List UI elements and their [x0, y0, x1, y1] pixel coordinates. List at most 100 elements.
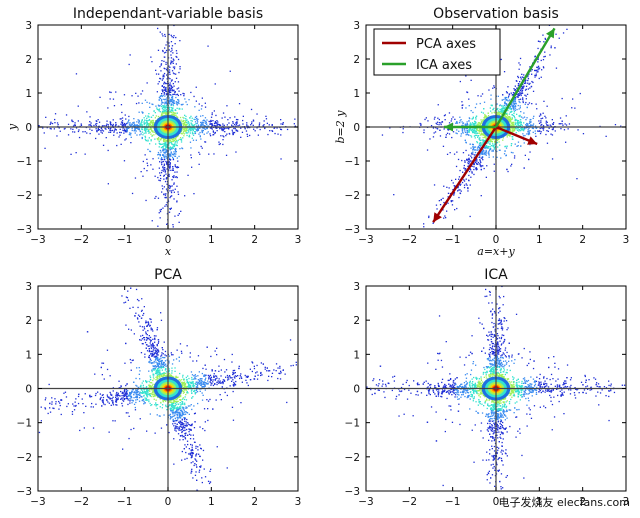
data-point [162, 111, 163, 112]
data-point [519, 108, 520, 109]
data-point [178, 101, 179, 102]
data-point [235, 128, 236, 129]
data-point [109, 130, 110, 131]
data-point [136, 125, 137, 126]
data-point [162, 208, 163, 209]
data-point [161, 106, 162, 107]
data-point [555, 34, 556, 35]
data-point [488, 147, 489, 148]
data-point [529, 132, 530, 133]
data-point [177, 177, 178, 178]
data-point [173, 151, 174, 152]
data-point [132, 193, 133, 194]
data-point [515, 103, 516, 104]
data-point [142, 129, 143, 130]
data-point [466, 130, 467, 131]
data-point [393, 194, 394, 195]
data-point [72, 131, 73, 132]
data-point [547, 106, 548, 107]
data-point [135, 93, 136, 94]
data-point [155, 176, 156, 177]
data-point [547, 125, 548, 126]
data-point [480, 96, 481, 97]
data-point [110, 121, 111, 122]
data-point [164, 56, 165, 57]
data-point [160, 139, 161, 140]
data-point [204, 120, 205, 121]
data-point [472, 149, 473, 150]
data-point [148, 129, 149, 130]
data-point [181, 141, 182, 142]
data-point [108, 128, 109, 129]
data-point [249, 135, 250, 136]
data-point [145, 137, 146, 138]
data-point [475, 137, 476, 138]
data-point [113, 132, 114, 133]
data-point [175, 156, 176, 157]
data-point [164, 175, 165, 176]
data-point [184, 133, 185, 134]
data-point [449, 112, 450, 113]
data-point [508, 97, 509, 98]
data-point [259, 122, 260, 123]
data-point [226, 134, 227, 135]
data-point [540, 128, 541, 129]
data-point [486, 152, 487, 153]
data-point [478, 162, 479, 163]
data-point [478, 146, 479, 147]
data-point [517, 76, 518, 77]
data-point [219, 128, 220, 129]
data-point [44, 148, 45, 149]
data-point [514, 106, 515, 107]
data-point [455, 123, 456, 124]
data-point [174, 182, 175, 183]
data-point [466, 142, 467, 143]
data-point [123, 133, 124, 134]
data-point [566, 124, 567, 125]
data-point [452, 200, 453, 201]
data-point [454, 209, 455, 210]
data-point [473, 174, 474, 175]
data-point [174, 153, 175, 154]
data-point [517, 123, 518, 124]
data-point [551, 47, 552, 48]
x-axis-label: x [165, 245, 172, 258]
data-point [209, 121, 210, 122]
data-point [423, 129, 424, 130]
data-point [218, 142, 219, 143]
data-point [206, 119, 207, 120]
data-point [429, 138, 430, 139]
data-point [469, 161, 470, 162]
data-point [178, 194, 179, 195]
data-point [162, 33, 163, 34]
data-point [140, 93, 141, 94]
data-point [545, 117, 546, 118]
data-point [269, 130, 270, 131]
data-point [540, 133, 541, 134]
data-point [197, 128, 198, 129]
data-point [468, 161, 469, 162]
data-point [194, 131, 195, 132]
data-point [149, 103, 150, 104]
data-point [507, 86, 508, 87]
data-point [171, 179, 172, 180]
data-point [539, 116, 540, 117]
data-point [122, 120, 123, 121]
data-point [568, 128, 569, 129]
data-point [173, 226, 174, 227]
data-point [78, 120, 79, 121]
data-point [171, 41, 172, 42]
data-point [122, 123, 123, 124]
data-point [166, 101, 167, 102]
data-point [437, 124, 438, 125]
data-point [179, 148, 180, 149]
data-point [144, 133, 145, 134]
data-point [158, 50, 159, 51]
data-point [526, 86, 527, 87]
data-point [510, 118, 511, 119]
data-point [530, 130, 531, 131]
data-point [158, 158, 159, 159]
data-point [183, 120, 184, 121]
data-point [492, 139, 493, 140]
data-point [527, 131, 528, 132]
